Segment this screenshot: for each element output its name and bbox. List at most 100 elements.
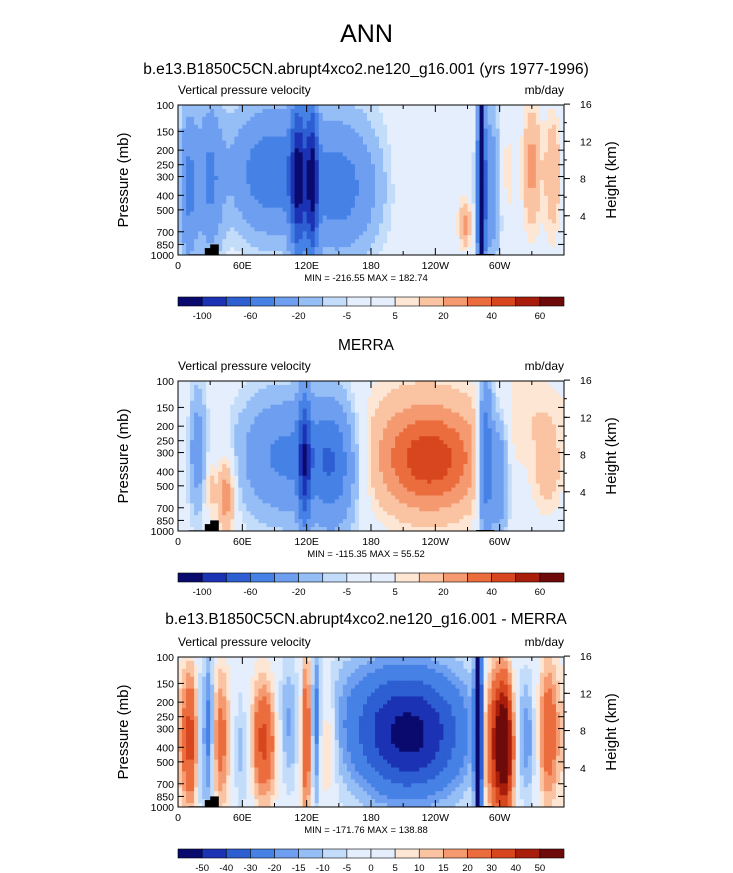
field-cell — [242, 156, 247, 161]
units-label: mb/day — [525, 359, 564, 373]
field-cell — [539, 156, 545, 161]
field-cell — [230, 235, 235, 240]
field-cell — [326, 144, 332, 149]
field-cell — [559, 120, 565, 126]
field-cell — [254, 105, 259, 110]
field-cell — [471, 211, 476, 216]
field-cell — [234, 381, 239, 386]
field-cell — [407, 223, 412, 228]
field-cell — [330, 140, 336, 145]
field-cell — [471, 148, 476, 153]
field-cell — [254, 207, 259, 212]
field-cell — [483, 124, 488, 130]
field-cell — [334, 239, 340, 244]
field-cell — [419, 140, 424, 145]
field-cell — [543, 235, 549, 240]
field-cell — [202, 168, 207, 173]
field-cell — [202, 191, 207, 197]
field-cell — [439, 168, 444, 173]
field-cell — [214, 172, 219, 177]
field-cell — [543, 124, 549, 130]
field-cell — [182, 199, 187, 205]
field-cell — [375, 207, 380, 212]
field-cell — [547, 191, 553, 197]
field-cell — [258, 144, 263, 149]
field-cell — [254, 168, 259, 173]
field-cell — [302, 176, 308, 181]
field-cell — [479, 207, 484, 212]
field-cell — [451, 381, 456, 386]
field-cell — [326, 116, 332, 122]
field-cell — [178, 128, 183, 134]
field-cell — [463, 420, 468, 425]
field-cell — [350, 195, 356, 201]
field-cell — [270, 412, 275, 417]
field-cell — [202, 231, 207, 236]
field-cell — [543, 416, 549, 421]
field-cell — [258, 199, 263, 205]
field-cell — [555, 183, 561, 189]
field-cell — [314, 420, 320, 425]
field-cell — [250, 239, 255, 244]
field-cell — [487, 384, 493, 390]
field-cell — [467, 152, 472, 157]
field-cell — [198, 247, 203, 252]
field-cell — [270, 124, 275, 130]
field-cell — [322, 223, 328, 228]
field-cell — [246, 396, 251, 402]
field-cell — [383, 400, 388, 406]
field-cell — [310, 381, 316, 386]
field-cell — [475, 404, 480, 410]
field-cell — [222, 144, 227, 149]
field-cell — [515, 219, 521, 224]
field-cell — [234, 388, 239, 394]
field-cell — [399, 128, 404, 134]
field-cell — [415, 132, 420, 137]
field-cell — [194, 108, 199, 114]
field-cell — [314, 211, 320, 216]
field-cell — [342, 416, 348, 421]
field-cell — [551, 215, 557, 220]
field-cell — [186, 223, 191, 228]
field-cell — [391, 412, 396, 417]
field-cell — [274, 408, 279, 413]
field-cell — [543, 156, 549, 161]
field-cell — [399, 235, 404, 240]
field-cell — [539, 160, 545, 165]
field-cell — [427, 396, 432, 402]
field-cell — [222, 195, 227, 201]
field-cell — [531, 388, 537, 394]
field-cell — [487, 211, 493, 216]
field-cell — [407, 235, 412, 240]
field-cell — [278, 207, 283, 212]
field-cell — [270, 156, 275, 161]
field-cell — [314, 172, 320, 177]
field-cell — [475, 199, 480, 205]
field-cell — [407, 176, 412, 181]
field-cell — [254, 144, 259, 149]
field-cell — [362, 239, 368, 244]
field-cell — [559, 381, 565, 386]
field-cell — [338, 219, 344, 224]
field-cell — [439, 227, 444, 232]
field-cell — [407, 215, 412, 220]
field-cell — [483, 132, 488, 137]
field-cell — [375, 239, 380, 244]
field-cell — [519, 132, 525, 137]
field-cell — [383, 239, 388, 244]
field-cell — [202, 187, 207, 193]
field-cell — [475, 152, 480, 157]
field-cell — [298, 251, 304, 256]
field-cell — [547, 140, 553, 145]
field-cell — [399, 412, 404, 417]
field-cell — [371, 420, 376, 425]
field-cell — [487, 176, 493, 181]
field-cell — [495, 239, 501, 244]
field-cell — [318, 404, 324, 410]
field-cell — [491, 152, 497, 157]
field-cell — [282, 183, 287, 189]
field-cell — [371, 112, 376, 118]
field-cell — [306, 381, 312, 386]
field-cell — [387, 148, 392, 153]
field-cell — [218, 108, 223, 114]
